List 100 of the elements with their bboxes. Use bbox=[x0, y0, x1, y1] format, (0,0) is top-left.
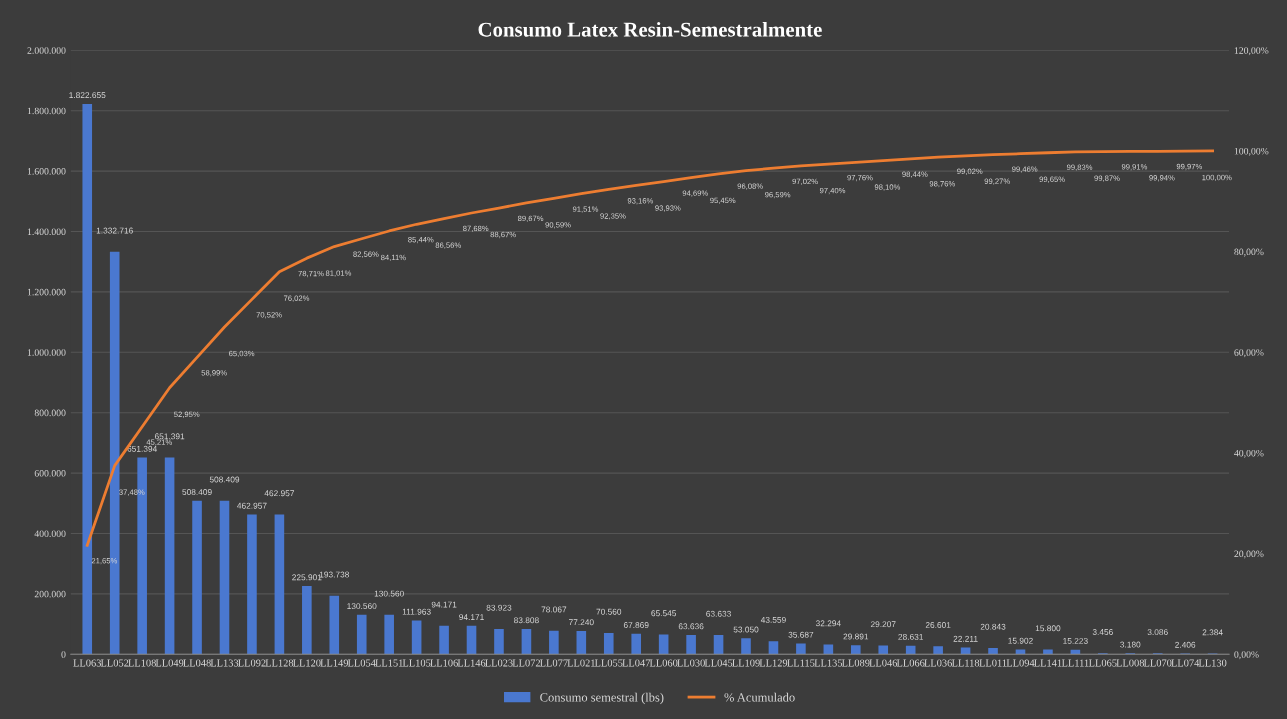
x-tick-label: LL149 bbox=[320, 659, 349, 667]
data-label: 32.294 bbox=[815, 620, 841, 627]
x-tick-label: LL151 bbox=[375, 659, 403, 667]
data-label: 20.843 bbox=[980, 623, 1006, 630]
x-tick-label: LL021 bbox=[567, 659, 595, 667]
y2-tick-label: 0,00% bbox=[1234, 651, 1259, 660]
x-tick-label: LL072 bbox=[512, 659, 541, 667]
x-tick-label: LL023 bbox=[485, 659, 513, 667]
x-tick-label: LL120 bbox=[292, 659, 321, 667]
x-tick-label: LL065 bbox=[1088, 659, 1117, 667]
legend-label: % Acumulado bbox=[724, 692, 795, 702]
data-label: 15.902 bbox=[1008, 637, 1033, 644]
data-label: 2.406 bbox=[1175, 641, 1196, 648]
data-label: 26.601 bbox=[925, 622, 951, 628]
data-label: 3.180 bbox=[1120, 641, 1141, 648]
y2-tick-label: 20,00% bbox=[1234, 550, 1264, 559]
x-tick-label: LL011 bbox=[979, 659, 1007, 667]
y-tick-label: 400.000 bbox=[34, 530, 66, 538]
x-tick-label: LL070 bbox=[1143, 659, 1172, 667]
data-label: 130.560 bbox=[347, 603, 377, 610]
x-tick-label: LL115 bbox=[787, 659, 815, 667]
data-label: 83.808 bbox=[514, 617, 539, 624]
y-tick-label: 1.400.000 bbox=[27, 228, 66, 236]
x-tick-label: LL106 bbox=[430, 659, 458, 667]
x-tick-label: LL130 bbox=[1198, 659, 1227, 667]
data-label: 462.957 bbox=[264, 490, 295, 497]
data-label: 94.171 bbox=[459, 614, 484, 621]
x-tick-label: LL141 bbox=[1034, 659, 1062, 667]
y-tick-label: 0 bbox=[61, 651, 66, 658]
data-label: 1.332.716 bbox=[96, 227, 133, 234]
data-label: 225.901 bbox=[292, 574, 322, 581]
data-label: 462.957 bbox=[237, 502, 267, 509]
data-label: 63.633 bbox=[706, 610, 731, 617]
data-label: 65.545 bbox=[651, 610, 677, 617]
data-label: 15.800 bbox=[1035, 625, 1061, 632]
x-tick-label: LL030 bbox=[677, 659, 705, 667]
x-tick-label: LL129 bbox=[759, 659, 788, 667]
data-label: 508.409 bbox=[209, 476, 240, 483]
data-label: 3.456 bbox=[1092, 629, 1113, 635]
x-tick-label: LL055 bbox=[594, 659, 623, 667]
data-label: 2.384 bbox=[1202, 629, 1223, 636]
legend-label: Consumo semestral (lbs) bbox=[540, 692, 664, 705]
x-tick-label: LL046 bbox=[869, 659, 898, 667]
x-tick-label: LL049 bbox=[155, 659, 184, 667]
x-tick-label: LL052 bbox=[100, 659, 129, 667]
x-tick-label: LL128 bbox=[265, 659, 294, 667]
x-tick-label: LL135 bbox=[814, 659, 843, 667]
chart-title: Consumo Latex Resin-Semestralmente bbox=[478, 21, 822, 37]
y2-tick-label: 60,00% bbox=[1234, 349, 1264, 358]
x-tick-label: LL105 bbox=[402, 659, 431, 667]
y2-tick-label: 120,00% bbox=[1234, 47, 1269, 56]
x-tick-label: LL089 bbox=[841, 659, 870, 667]
x-tick-label: LL045 bbox=[704, 659, 733, 667]
y2-tick-label: 80,00% bbox=[1234, 248, 1264, 257]
data-label: 94.171 bbox=[431, 601, 457, 608]
x-tick-label: LL118 bbox=[951, 659, 980, 667]
data-label: 508.409 bbox=[182, 489, 212, 495]
x-tick-label: LL060 bbox=[649, 659, 678, 667]
data-label: 70.560 bbox=[596, 608, 622, 615]
data-label: 28.631 bbox=[898, 633, 924, 640]
data-label: 77.240 bbox=[569, 619, 594, 626]
data-label: 67.869 bbox=[623, 622, 649, 628]
data-label: 83.923 bbox=[486, 604, 512, 611]
x-tick-label: LL108 bbox=[128, 659, 156, 667]
data-label: 1.822.655 bbox=[69, 92, 106, 99]
x-tick-label: LL054 bbox=[347, 659, 376, 667]
x-tick-label: LL111 bbox=[1061, 659, 1089, 667]
y-tick-label: 600.000 bbox=[34, 470, 66, 477]
x-tick-label: LL094 bbox=[1006, 659, 1035, 667]
x-tick-label: LL109 bbox=[732, 659, 760, 667]
y-tick-label: 800.000 bbox=[34, 409, 66, 417]
data-label: 3.086 bbox=[1147, 629, 1168, 636]
x-tick-label: LL047 bbox=[622, 659, 651, 667]
data-label: 15.223 bbox=[1063, 637, 1088, 644]
x-tick-label: LL092 bbox=[238, 659, 266, 667]
y-tick-label: 200.000 bbox=[34, 590, 66, 598]
y2-tick-label: 100,00% bbox=[1234, 147, 1269, 156]
data-label: 193.738 bbox=[319, 571, 349, 578]
data-label: 63.636 bbox=[678, 623, 704, 630]
data-label: 651.391 bbox=[154, 433, 185, 440]
y2-tick-label: 40,00% bbox=[1234, 449, 1264, 458]
data-label: 53.050 bbox=[733, 626, 759, 633]
y-tick-label: 1.200.000 bbox=[27, 288, 66, 296]
x-tick-label: LL066 bbox=[896, 659, 925, 667]
x-tick-label: LL133 bbox=[210, 659, 239, 667]
x-tick-label: LL146 bbox=[457, 659, 486, 667]
x-tick-label: LL077 bbox=[539, 659, 568, 667]
data-label: 43.559 bbox=[760, 616, 786, 623]
data-label: 35.687 bbox=[788, 631, 814, 638]
x-tick-label: LL074 bbox=[1171, 659, 1200, 667]
data-label: 651.394 bbox=[127, 445, 157, 452]
y-tick-label: 1.000.000 bbox=[27, 349, 66, 356]
y-tick-label: 1.600.000 bbox=[27, 168, 66, 175]
data-label: 130.560 bbox=[374, 590, 404, 597]
x-tick-label: LL008 bbox=[1116, 659, 1145, 667]
y-tick-label: 2.000.000 bbox=[27, 47, 66, 54]
x-tick-label: LL048 bbox=[183, 659, 211, 667]
x-tick-label: LL063 bbox=[73, 659, 102, 667]
x-tick-label: LL036 bbox=[924, 659, 952, 667]
data-label: 29.891 bbox=[843, 633, 869, 640]
